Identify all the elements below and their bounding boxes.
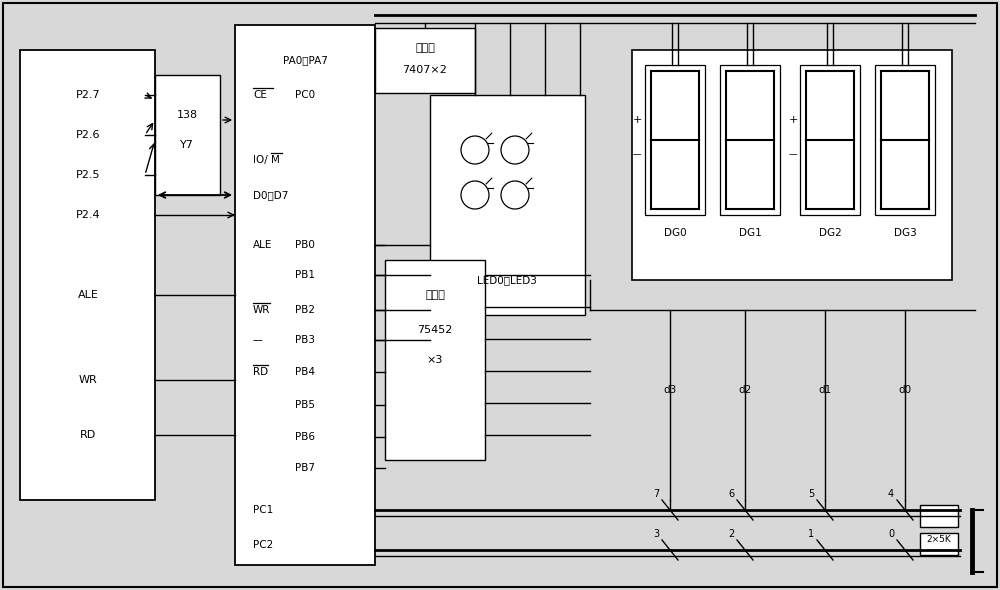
Text: LED0～LED3: LED0～LED3 bbox=[477, 275, 537, 285]
Text: 138: 138 bbox=[176, 110, 198, 120]
Text: 2: 2 bbox=[728, 529, 734, 539]
Text: DG0: DG0 bbox=[664, 228, 686, 238]
Text: 6: 6 bbox=[728, 489, 734, 499]
Text: d3: d3 bbox=[663, 385, 677, 395]
Circle shape bbox=[501, 136, 529, 164]
Bar bbox=[645, 65, 705, 215]
Text: d1: d1 bbox=[818, 385, 832, 395]
Text: ALE: ALE bbox=[78, 290, 98, 300]
Bar bbox=[385, 260, 485, 460]
Text: PA0～PA7: PA0～PA7 bbox=[283, 55, 327, 65]
Text: 7: 7 bbox=[653, 489, 659, 499]
Text: PB4: PB4 bbox=[295, 367, 315, 377]
Text: PC1: PC1 bbox=[253, 505, 273, 515]
Text: PB1: PB1 bbox=[295, 270, 315, 280]
Bar bbox=[235, 25, 375, 565]
Text: PB3: PB3 bbox=[295, 335, 315, 345]
Text: PB7: PB7 bbox=[295, 463, 315, 473]
Bar bbox=[632, 50, 952, 280]
Text: M: M bbox=[271, 155, 280, 165]
Text: 3: 3 bbox=[653, 529, 659, 539]
Text: d2: d2 bbox=[738, 385, 752, 395]
Text: PC2: PC2 bbox=[253, 540, 273, 550]
Text: +: + bbox=[788, 115, 798, 125]
Text: 2×5K: 2×5K bbox=[927, 536, 951, 545]
Bar bbox=[920, 533, 958, 555]
Circle shape bbox=[501, 181, 529, 209]
Text: PC0: PC0 bbox=[295, 90, 315, 100]
Text: d0: d0 bbox=[898, 385, 912, 395]
Text: PB2: PB2 bbox=[295, 305, 315, 315]
Text: WR: WR bbox=[253, 305, 270, 315]
Bar bbox=[720, 65, 780, 215]
Text: ALE: ALE bbox=[253, 240, 272, 250]
Text: 5: 5 bbox=[808, 489, 814, 499]
Text: D0～D7: D0～D7 bbox=[253, 190, 288, 200]
Text: DG3: DG3 bbox=[894, 228, 916, 238]
Bar bbox=[375, 28, 475, 93]
Text: PB5: PB5 bbox=[295, 400, 315, 410]
Text: —: — bbox=[633, 150, 641, 159]
Text: P2.6: P2.6 bbox=[76, 130, 100, 140]
Text: PB6: PB6 bbox=[295, 432, 315, 442]
Text: ×3: ×3 bbox=[427, 355, 443, 365]
Circle shape bbox=[461, 181, 489, 209]
Bar bbox=[800, 65, 860, 215]
Text: DG1: DG1 bbox=[739, 228, 761, 238]
Text: 7407×2: 7407×2 bbox=[403, 65, 447, 75]
Circle shape bbox=[461, 136, 489, 164]
Text: 4: 4 bbox=[888, 489, 894, 499]
Text: CE: CE bbox=[253, 90, 267, 100]
Text: WR: WR bbox=[79, 375, 97, 385]
Text: 1: 1 bbox=[808, 529, 814, 539]
Text: P2.7: P2.7 bbox=[76, 90, 100, 100]
Text: RD: RD bbox=[253, 367, 268, 377]
Text: 反相器: 反相器 bbox=[415, 43, 435, 53]
Text: —: — bbox=[789, 150, 797, 159]
Bar bbox=[920, 505, 958, 527]
Text: P2.4: P2.4 bbox=[76, 210, 100, 220]
Text: +: + bbox=[632, 115, 642, 125]
Bar bbox=[155, 75, 220, 195]
Text: PB0: PB0 bbox=[295, 240, 315, 250]
Text: 75452: 75452 bbox=[417, 325, 453, 335]
Text: DG2: DG2 bbox=[819, 228, 841, 238]
Text: P2.5: P2.5 bbox=[76, 170, 100, 180]
Text: 反相器: 反相器 bbox=[425, 290, 445, 300]
Bar bbox=[875, 65, 935, 215]
Text: 0: 0 bbox=[888, 529, 894, 539]
Text: RD: RD bbox=[80, 430, 96, 440]
Text: —: — bbox=[253, 335, 263, 345]
Text: IO/: IO/ bbox=[253, 155, 268, 165]
Bar bbox=[20, 50, 155, 500]
Bar bbox=[430, 95, 585, 315]
Text: Y7: Y7 bbox=[180, 140, 194, 150]
